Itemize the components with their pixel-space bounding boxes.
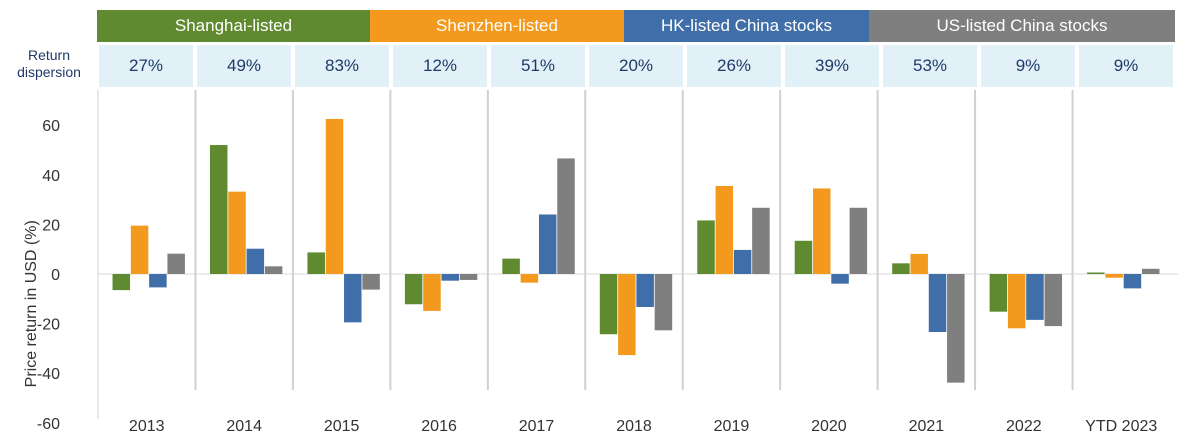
bar-hk-listed-china-stocks-2020 — [831, 274, 849, 284]
dispersion-label-line1: Return — [27, 47, 71, 63]
dispersion-label: Return dispersion — [0, 47, 98, 81]
bar-us-listed-china-stocks-2022 — [1044, 274, 1063, 327]
band-shanghai-label: Shanghai-listed — [174, 16, 293, 35]
bar-shanghai-listed-2014 — [209, 145, 228, 274]
bar-hk-listed-china-stocks-2016 — [441, 274, 459, 281]
bar-shanghai-listed-2019 — [697, 220, 715, 274]
bar-shanghai-listed-2015 — [307, 252, 325, 274]
bar-shenzhen-listed-ytd-2023 — [1105, 274, 1123, 278]
bar-shenzhen-listed-2014 — [228, 191, 246, 274]
x-tick-label: 2017 — [519, 418, 555, 435]
x-tick-label: 2022 — [1006, 418, 1042, 435]
bar-hk-listed-china-stocks-2014 — [246, 248, 265, 274]
y-tick-label: -60 — [37, 416, 60, 433]
x-tick-label: 2013 — [129, 418, 165, 435]
band-shanghai: Shanghai-listed — [97, 10, 370, 42]
bar-us-listed-china-stocks-2015 — [362, 274, 380, 290]
y-tick-label: -20 — [37, 317, 60, 334]
bar-hk-listed-china-stocks-2015 — [344, 274, 362, 323]
x-tick-label: 2014 — [226, 418, 262, 435]
dispersion-cell: 9% — [1079, 45, 1173, 87]
bar-shanghai-listed-2018 — [599, 274, 618, 335]
x-tick-label: 2021 — [909, 418, 945, 435]
x-tick-label: 2018 — [616, 418, 652, 435]
bar-shenzhen-listed-2022 — [1007, 274, 1026, 329]
bar-hk-listed-china-stocks-2018 — [636, 274, 654, 307]
bar-us-listed-china-stocks-2017 — [557, 158, 575, 274]
band-us: US-listed China stocks — [869, 10, 1175, 42]
dispersion-cell: 49% — [197, 45, 291, 87]
bar-shanghai-listed-ytd-2023 — [1087, 272, 1105, 275]
band-shenzhen: Shenzhen-listed — [370, 10, 624, 42]
y-tick-label: 0 — [51, 267, 60, 284]
bar-shanghai-listed-2013 — [112, 274, 131, 291]
bar-shenzhen-listed-2018 — [618, 274, 636, 356]
bar-us-listed-china-stocks-2019 — [752, 207, 770, 274]
dispersion-cell: 26% — [687, 45, 781, 87]
dispersion-cell: 51% — [491, 45, 585, 87]
band-hk-label: HK-listed China stocks — [660, 16, 832, 35]
x-tick-label: 2016 — [421, 418, 457, 435]
band-hk: HK-listed China stocks — [624, 10, 869, 42]
bar-us-listed-china-stocks-2021 — [947, 274, 965, 383]
bar-us-listed-china-stocks-2018 — [654, 274, 673, 331]
dispersion-cell: 12% — [393, 45, 487, 87]
bar-hk-listed-china-stocks-2019 — [733, 249, 752, 274]
band-us-label: US-listed China stocks — [936, 16, 1108, 35]
dispersion-cell: 39% — [785, 45, 879, 87]
bar-shanghai-listed-2017 — [502, 258, 520, 274]
x-tick-label: 2015 — [324, 418, 360, 435]
bar-us-listed-china-stocks-2013 — [167, 253, 185, 274]
band-shenzhen-label: Shenzhen-listed — [436, 16, 558, 35]
dispersion-label-line2: dispersion — [17, 64, 81, 80]
dispersion-cell: 53% — [883, 45, 977, 87]
bar-shenzhen-listed-2013 — [130, 225, 149, 274]
y-tick-label: 20 — [42, 217, 60, 234]
bar-shenzhen-listed-2021 — [910, 253, 928, 274]
dispersion-cell: 27% — [99, 45, 193, 87]
bar-shanghai-listed-2021 — [892, 263, 910, 274]
bar-hk-listed-china-stocks-ytd-2023 — [1123, 274, 1142, 289]
bar-us-listed-china-stocks-2020 — [849, 207, 868, 274]
bar-shanghai-listed-2016 — [404, 274, 423, 305]
bar-us-listed-china-stocks-2014 — [264, 266, 283, 274]
bar-us-listed-china-stocks-2016 — [459, 274, 478, 280]
bar-shanghai-listed-2022 — [989, 274, 1008, 312]
bar-shanghai-listed-2020 — [794, 240, 813, 274]
bar-us-listed-china-stocks-ytd-2023 — [1141, 268, 1160, 274]
y-tick-label: 60 — [42, 118, 60, 135]
bar-shenzhen-listed-2016 — [423, 274, 441, 311]
bar-shenzhen-listed-2020 — [813, 188, 831, 274]
x-tick-label: 2019 — [714, 418, 750, 435]
bar-hk-listed-china-stocks-2022 — [1026, 274, 1044, 320]
bar-hk-listed-china-stocks-2017 — [538, 214, 557, 274]
bar-hk-listed-china-stocks-2013 — [149, 274, 167, 288]
y-axis-title: Price return in USD (%) — [23, 220, 40, 387]
x-tick-label: 2020 — [811, 418, 847, 435]
bar-hk-listed-china-stocks-2021 — [928, 274, 947, 333]
bar-chart: 60 40 20 0 -20 -40 -60 Price return in USD (%) 2… — [23, 90, 1178, 435]
dispersion-cell: 20% — [589, 45, 683, 87]
bar-shenzhen-listed-2017 — [520, 274, 539, 283]
bar-shenzhen-listed-2015 — [325, 119, 344, 274]
dispersion-cell: 83% — [295, 45, 389, 87]
bar-shenzhen-listed-2019 — [715, 185, 734, 274]
y-tick-label: -40 — [37, 366, 60, 383]
y-tick-label: 40 — [42, 168, 60, 185]
dispersion-cell: 9% — [981, 45, 1075, 87]
x-tick-label: YTD 2023 — [1085, 418, 1157, 435]
